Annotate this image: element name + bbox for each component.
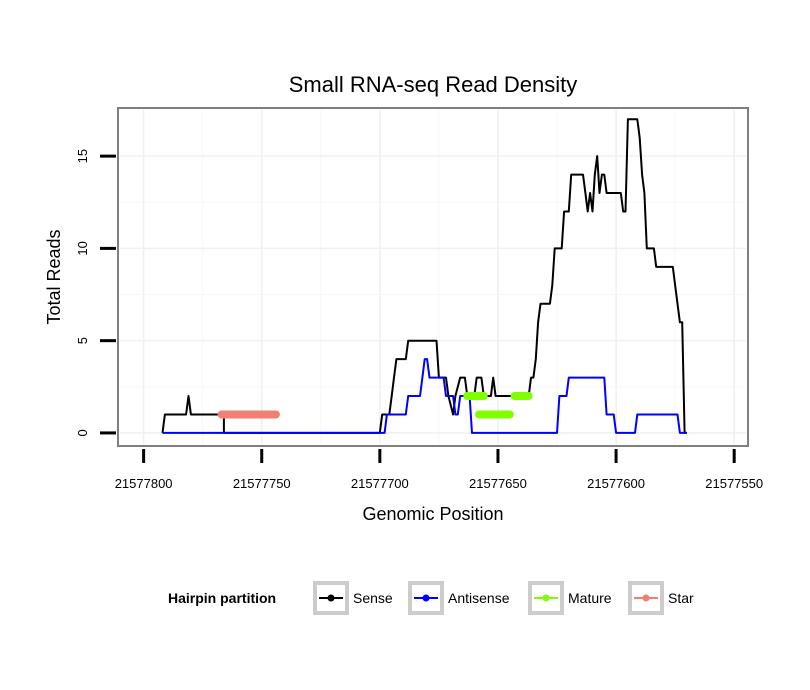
x-tick-label: 21577600 [587,476,645,491]
y-tick-label: 0 [75,429,90,436]
legend-item-sense: Sense [313,581,393,615]
legend-key-dot [542,594,550,602]
series-sense [161,118,687,434]
x-tick-label: 21577550 [705,476,763,491]
legend-label: Mature [568,590,612,606]
x-tick-label: 21577750 [233,476,291,491]
y-tick-label: 15 [75,149,90,163]
y-tick-label: 5 [75,337,90,344]
x-axis: 21577800 21577750 21577700 21577650 21577600… [115,449,763,491]
legend-item-mature: Mature [528,581,612,615]
legend-key-dot [422,594,430,602]
series-antisense [162,358,687,434]
legend-key-dot [642,594,650,602]
legend-item-star: Star [628,581,694,615]
legend-label: Antisense [448,590,510,606]
x-tick-label: 21577650 [469,476,527,491]
legend-label: Star [668,590,694,606]
y-axis: 0 5 10 15 [75,149,116,437]
x-tick-label: 21577700 [351,476,409,491]
legend-title: Hairpin partition [168,590,276,606]
legend: Hairpin partition Sense Antisense Mature St… [168,581,694,615]
x-tick-label: 21577800 [115,476,173,491]
x-axis-title: Genomic Position [362,504,503,524]
series-mature [463,392,533,419]
series-line-antisense [162,358,687,434]
legend-label: Sense [353,590,393,606]
legend-item-antisense: Antisense [408,581,510,615]
plot-panel-border [117,107,749,447]
y-tick-label: 10 [75,241,90,255]
grid [120,110,746,444]
y-axis-title: Total Reads [44,229,64,324]
series-line-sense [161,118,687,434]
series-layer [161,118,687,434]
chart-title: Small RNA-seq Read Density [289,72,578,97]
legend-key-dot [327,594,335,602]
